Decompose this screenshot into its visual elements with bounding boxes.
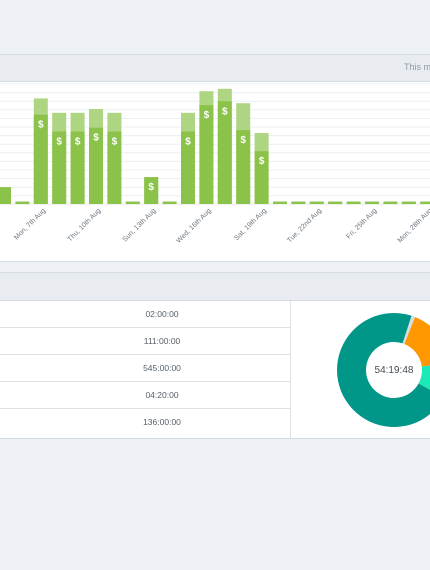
x-tick-label: Mon, 28th Aug — [397, 207, 430, 244]
bar-billable[interactable] — [107, 131, 122, 204]
dollar-icon: $ — [75, 137, 81, 148]
bar-billable[interactable] — [383, 201, 398, 204]
bar-billable[interactable] — [420, 201, 430, 204]
donut-segment[interactable] — [404, 317, 430, 367]
dollar-icon: $ — [93, 133, 99, 144]
period-selector[interactable]: This mo — [404, 62, 430, 72]
x-tick-label: Wed, 16th Aug — [175, 207, 212, 244]
hours-cell: 02:00:00 — [145, 309, 179, 319]
bar-billable[interactable] — [346, 201, 361, 204]
bar-billable[interactable] — [273, 201, 287, 204]
bar-billable[interactable] — [52, 131, 67, 204]
x-tick-label: Tue, 22nd Aug — [286, 207, 323, 244]
hours-cell: 545:00:00 — [143, 363, 181, 373]
donut-segment[interactable] — [337, 313, 430, 427]
dollar-icon: $ — [240, 135, 246, 146]
bar-billable[interactable] — [291, 201, 306, 204]
bar-billable[interactable] — [236, 130, 251, 204]
summary-table: 02:00:00 111:00:00 545:00:00 04:20:00 13… — [0, 301, 290, 436]
x-tick-label: Sat, 19th Aug — [233, 207, 268, 242]
table-row: 04:20:00 — [0, 382, 290, 409]
column-divider — [290, 301, 291, 438]
dollar-icon: $ — [38, 120, 44, 131]
dollar-icon: $ — [112, 137, 118, 148]
bar-billable[interactable] — [144, 177, 159, 204]
hours-cell: 04:20:00 — [145, 390, 179, 400]
dollar-icon: $ — [259, 156, 265, 167]
x-tick-label: Fri, 25th Aug — [345, 207, 378, 240]
table-row: 136:00:00 — [0, 409, 290, 436]
donut-segment[interactable] — [418, 363, 430, 398]
bar-billable[interactable] — [254, 151, 269, 204]
bar-billable[interactable] — [125, 201, 140, 204]
bar-billable[interactable] — [328, 201, 343, 204]
dollar-icon: $ — [204, 110, 210, 121]
bar-billable[interactable] — [89, 127, 103, 204]
table-row: 02:00:00 — [0, 301, 290, 328]
hours-chart-panel: This mo $ Mon, 7th Aug $ $ $ Thu, 10th Aug $ $ S… — [0, 54, 430, 262]
x-tick-label: Sun, 13th Aug — [122, 207, 158, 243]
dollar-icon: $ — [222, 106, 228, 117]
bar-billable[interactable] — [199, 105, 214, 204]
bar-billable[interactable] — [0, 187, 11, 204]
bar-billable[interactable] — [309, 201, 324, 204]
hours-cell: 111:00:00 — [143, 336, 181, 346]
dollar-icon: $ — [148, 182, 154, 193]
donut-chart: 54:19:48 — [336, 312, 430, 428]
donut-segment[interactable] — [402, 315, 415, 344]
hours-bar-chart: $ Mon, 7th Aug $ $ $ Thu, 10th Aug $ $ Sun, 13th… — [0, 83, 430, 245]
x-tick-label: Thu, 10th Aug — [67, 207, 103, 243]
bar-billable[interactable] — [401, 201, 416, 204]
summary-panel-header — [0, 273, 430, 301]
summary-panel: 02:00:00 111:00:00 545:00:00 04:20:00 13… — [0, 272, 430, 439]
dollar-icon: $ — [56, 137, 62, 148]
chart-panel-header: This mo — [0, 55, 430, 82]
donut-svg — [337, 313, 430, 427]
bar-billable[interactable] — [365, 201, 379, 204]
x-tick-label: Mon, 7th Aug — [13, 207, 47, 241]
bar-billable[interactable] — [181, 131, 195, 204]
donut-center-total: 54:19:48 — [374, 364, 414, 376]
bar-billable[interactable] — [162, 201, 177, 204]
dollar-icon: $ — [185, 137, 191, 148]
hours-cell: 136:00:00 — [143, 417, 181, 427]
bar-billable[interactable] — [217, 101, 232, 204]
bar-billable[interactable] — [15, 201, 30, 204]
bar-billable[interactable] — [70, 131, 85, 204]
table-row: 111:00:00 — [0, 328, 290, 355]
table-row: 545:00:00 — [0, 355, 290, 382]
bar-billable[interactable] — [33, 114, 48, 204]
